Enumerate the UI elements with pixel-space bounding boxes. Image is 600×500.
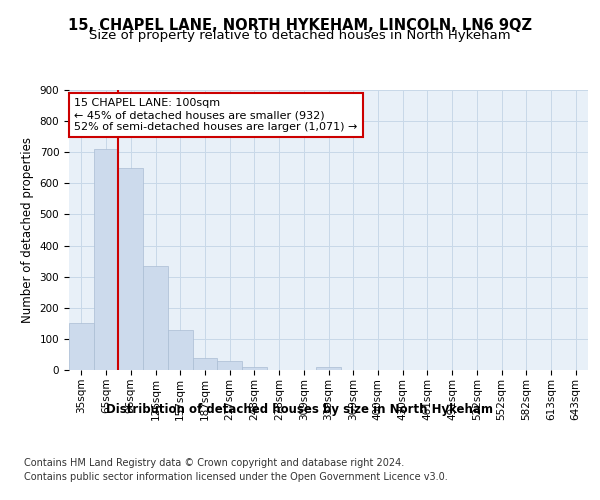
Text: Contains public sector information licensed under the Open Government Licence v3: Contains public sector information licen… bbox=[24, 472, 448, 482]
Text: Contains HM Land Registry data © Crown copyright and database right 2024.: Contains HM Land Registry data © Crown c… bbox=[24, 458, 404, 468]
Bar bbox=[193, 358, 217, 370]
Bar bbox=[168, 330, 193, 370]
Bar bbox=[69, 324, 94, 370]
Bar bbox=[94, 149, 118, 370]
Text: 15 CHAPEL LANE: 100sqm
← 45% of detached houses are smaller (932)
52% of semi-de: 15 CHAPEL LANE: 100sqm ← 45% of detached… bbox=[74, 98, 358, 132]
Text: Size of property relative to detached houses in North Hykeham: Size of property relative to detached ho… bbox=[89, 29, 511, 42]
Bar bbox=[217, 362, 242, 370]
Text: 15, CHAPEL LANE, NORTH HYKEHAM, LINCOLN, LN6 9QZ: 15, CHAPEL LANE, NORTH HYKEHAM, LINCOLN,… bbox=[68, 18, 532, 32]
Y-axis label: Number of detached properties: Number of detached properties bbox=[21, 137, 34, 323]
Bar bbox=[316, 367, 341, 370]
Text: Distribution of detached houses by size in North Hykeham: Distribution of detached houses by size … bbox=[107, 402, 493, 415]
Bar bbox=[242, 367, 267, 370]
Bar bbox=[118, 168, 143, 370]
Bar bbox=[143, 266, 168, 370]
